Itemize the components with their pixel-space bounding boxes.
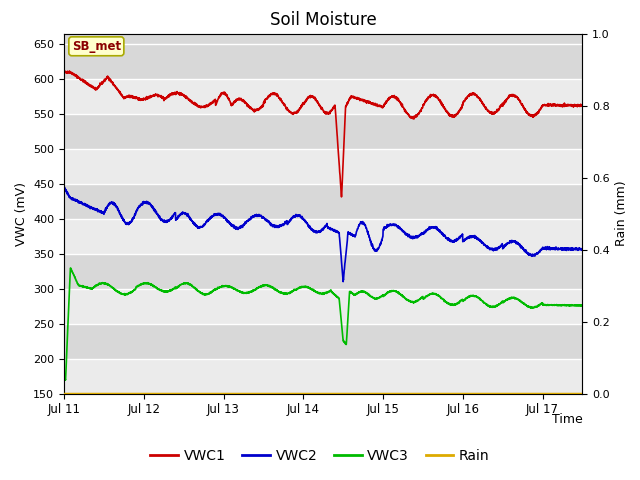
Legend: VWC1, VWC2, VWC3, Rain: VWC1, VWC2, VWC3, Rain (145, 443, 495, 468)
Bar (64, 79, 582, 114)
Bar (64, 219, 582, 254)
Bar (64, 359, 582, 394)
Bar (64, 254, 582, 289)
Bar (64, 114, 582, 149)
Bar (64, 184, 582, 219)
Text: SB_met: SB_met (72, 40, 121, 53)
Y-axis label: Rain (mm): Rain (mm) (616, 181, 628, 246)
Y-axis label: VWC (mV): VWC (mV) (15, 181, 28, 246)
Bar (64, 149, 582, 184)
Text: Time: Time (552, 413, 582, 426)
Bar (64, 324, 582, 359)
Title: Soil Moisture: Soil Moisture (270, 11, 376, 29)
Bar (64, 289, 582, 324)
Bar (64, 44, 582, 79)
Bar (64, 34, 582, 44)
